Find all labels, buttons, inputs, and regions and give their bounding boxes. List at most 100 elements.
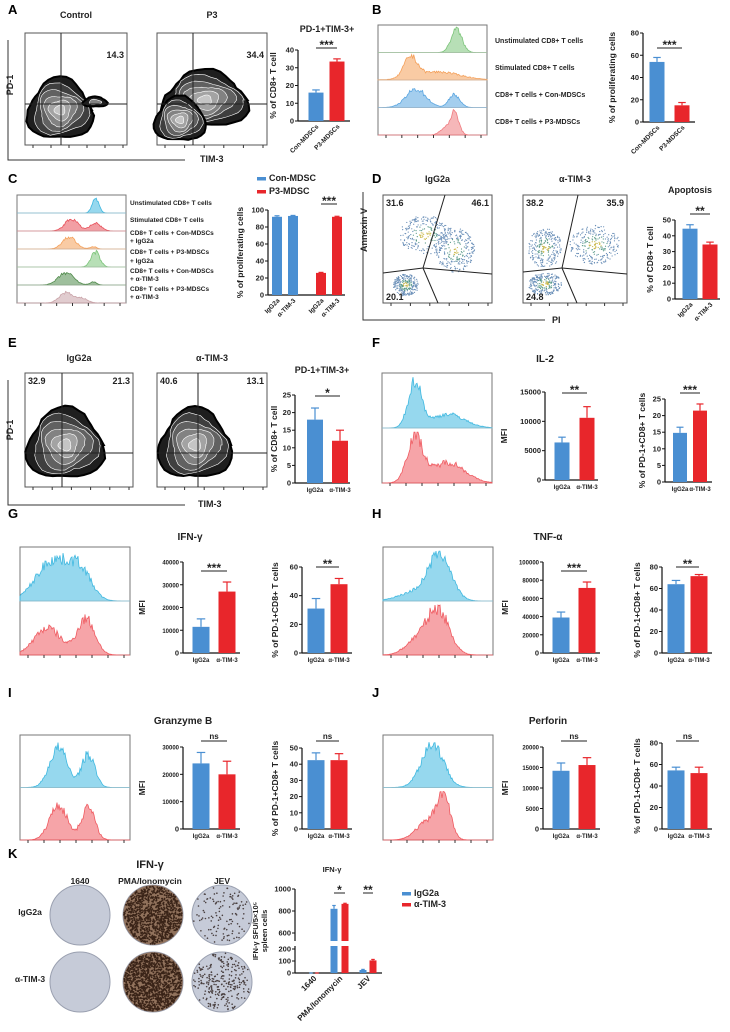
spot: [133, 1000, 136, 1003]
spot: [124, 910, 127, 913]
event-dot: [554, 244, 556, 246]
spot: [150, 964, 153, 966]
spot: [171, 904, 174, 907]
spot: [149, 917, 152, 920]
event-dot: [459, 235, 461, 237]
event-dot: [579, 254, 582, 257]
spot: [137, 897, 140, 899]
spot: [238, 986, 241, 989]
spot: [227, 934, 230, 937]
event-dot: [458, 253, 460, 256]
event-dot: [542, 265, 544, 267]
event-dot: [552, 278, 554, 280]
event-dot: [536, 280, 538, 282]
event-dot: [540, 274, 542, 276]
significance-label: ***: [322, 194, 336, 208]
spot: [231, 897, 233, 899]
event-dot: [444, 232, 446, 234]
event-dot: [541, 258, 543, 260]
event-dot: [466, 232, 468, 235]
event-dot: [529, 257, 532, 259]
spot: [158, 966, 161, 969]
spot: [141, 937, 144, 940]
spot: [154, 955, 157, 957]
spot: [233, 963, 236, 966]
gate-line: [522, 267, 563, 273]
spot: [163, 985, 166, 988]
event-dot: [436, 235, 438, 237]
event-dot: [401, 295, 403, 297]
spot: [162, 954, 165, 957]
event-dot: [537, 256, 540, 258]
event-dot: [555, 244, 557, 246]
event-dot: [427, 217, 429, 219]
spot: [146, 985, 149, 988]
event-dot: [553, 253, 555, 255]
spot: [225, 988, 227, 990]
spot: [140, 969, 143, 972]
event-dot: [465, 239, 467, 241]
event-dot: [606, 236, 608, 238]
spot: [222, 937, 225, 940]
spot: [149, 988, 151, 991]
event-dot: [425, 219, 427, 221]
event-dot: [437, 243, 440, 245]
event-dot: [410, 246, 412, 249]
event-dot: [617, 236, 619, 239]
significance-label: **: [683, 557, 693, 571]
spot: [238, 925, 241, 928]
event-dot: [393, 283, 395, 285]
spot: [200, 981, 203, 984]
y-tick-label: 0: [287, 969, 291, 978]
spot: [142, 925, 145, 928]
event-dot: [427, 236, 429, 238]
event-dot: [537, 283, 539, 285]
spot: [222, 977, 224, 980]
spot: [169, 916, 172, 919]
event-dot: [408, 275, 410, 278]
event-dot: [553, 234, 555, 236]
event-dot: [535, 237, 537, 239]
event-dot: [404, 243, 406, 246]
event-dot: [401, 289, 403, 291]
spot: [168, 961, 171, 963]
event-dot: [400, 234, 402, 237]
spot: [148, 995, 151, 998]
spot: [167, 976, 170, 978]
spot: [140, 974, 143, 977]
event-dot: [537, 252, 540, 254]
quadrant-value: 34.4: [246, 50, 264, 60]
event-dot: [472, 250, 475, 252]
spot: [166, 892, 169, 895]
event-dot: [466, 239, 468, 242]
panel-letter: F: [372, 335, 380, 350]
event-dot: [442, 245, 444, 247]
x-tick-label: IgG2a: [553, 658, 570, 664]
spot: [171, 909, 174, 912]
event-dot: [554, 237, 556, 239]
event-dot: [598, 237, 601, 239]
spot: [148, 926, 150, 929]
spot: [138, 992, 141, 995]
spot: [169, 980, 172, 983]
spot: [167, 995, 169, 998]
spot: [148, 938, 151, 941]
event-dot: [456, 239, 458, 241]
spot: [147, 1004, 150, 1006]
event-dot: [438, 249, 441, 251]
event-dot: [430, 253, 432, 255]
event-dot: [466, 262, 468, 264]
spot: [164, 989, 167, 991]
spot: [149, 954, 152, 957]
spot: [125, 983, 128, 986]
event-dot: [444, 245, 446, 247]
spot: [132, 975, 135, 978]
event-dot: [602, 238, 604, 240]
event-dot: [409, 222, 412, 224]
y-tick-label: 0: [654, 825, 658, 834]
spot: [127, 926, 130, 929]
event-dot: [404, 274, 406, 276]
event-dot: [444, 252, 446, 254]
